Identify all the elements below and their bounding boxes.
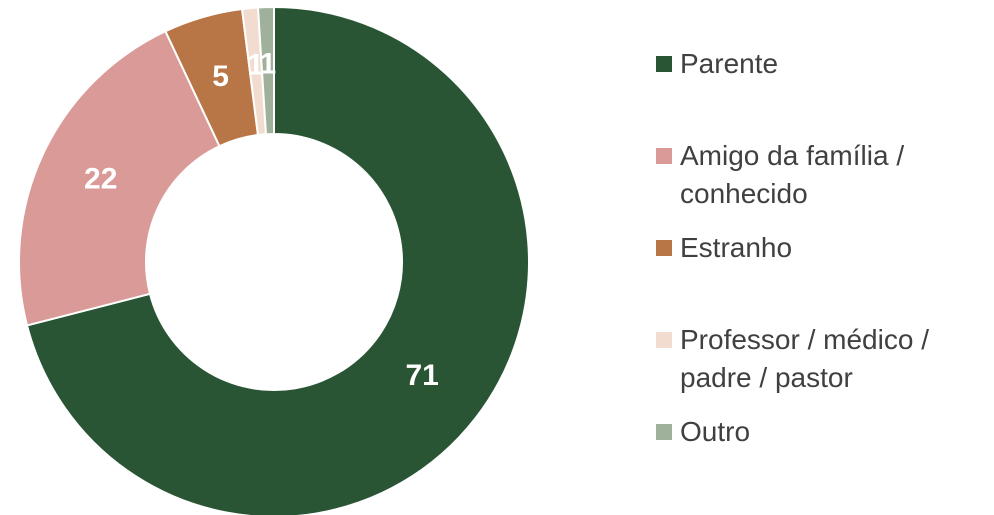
legend-swatch [656, 240, 672, 256]
legend-swatch [656, 332, 672, 348]
legend-swatch [656, 56, 672, 72]
legend-label: Parente [680, 48, 779, 79]
legend-swatch [656, 424, 672, 440]
legend-label: Amigo da família / conhecido [680, 140, 905, 209]
data-label: 1 [247, 48, 264, 81]
legend-label: Professor / médico / padre / pastor [680, 324, 929, 393]
legend-item: Professor / médico / padre / pastor [656, 321, 976, 397]
legend-swatch [656, 148, 672, 164]
donut-slice [25, 5, 530, 515]
legend-item: Estranho [656, 229, 976, 267]
data-label: 5 [212, 60, 229, 93]
legend-item: Outro [656, 413, 976, 451]
legend-item: Amigo da família / conhecido [656, 137, 976, 213]
donut-slice [18, 29, 221, 327]
legend-label: Outro [680, 416, 751, 447]
data-label: 22 [84, 162, 117, 195]
legend-item: Parente [656, 45, 976, 83]
legend-label: Estranho [680, 232, 793, 263]
donut-slice [256, 5, 275, 136]
data-label: 1 [259, 48, 276, 81]
data-label: 71 [405, 359, 438, 392]
